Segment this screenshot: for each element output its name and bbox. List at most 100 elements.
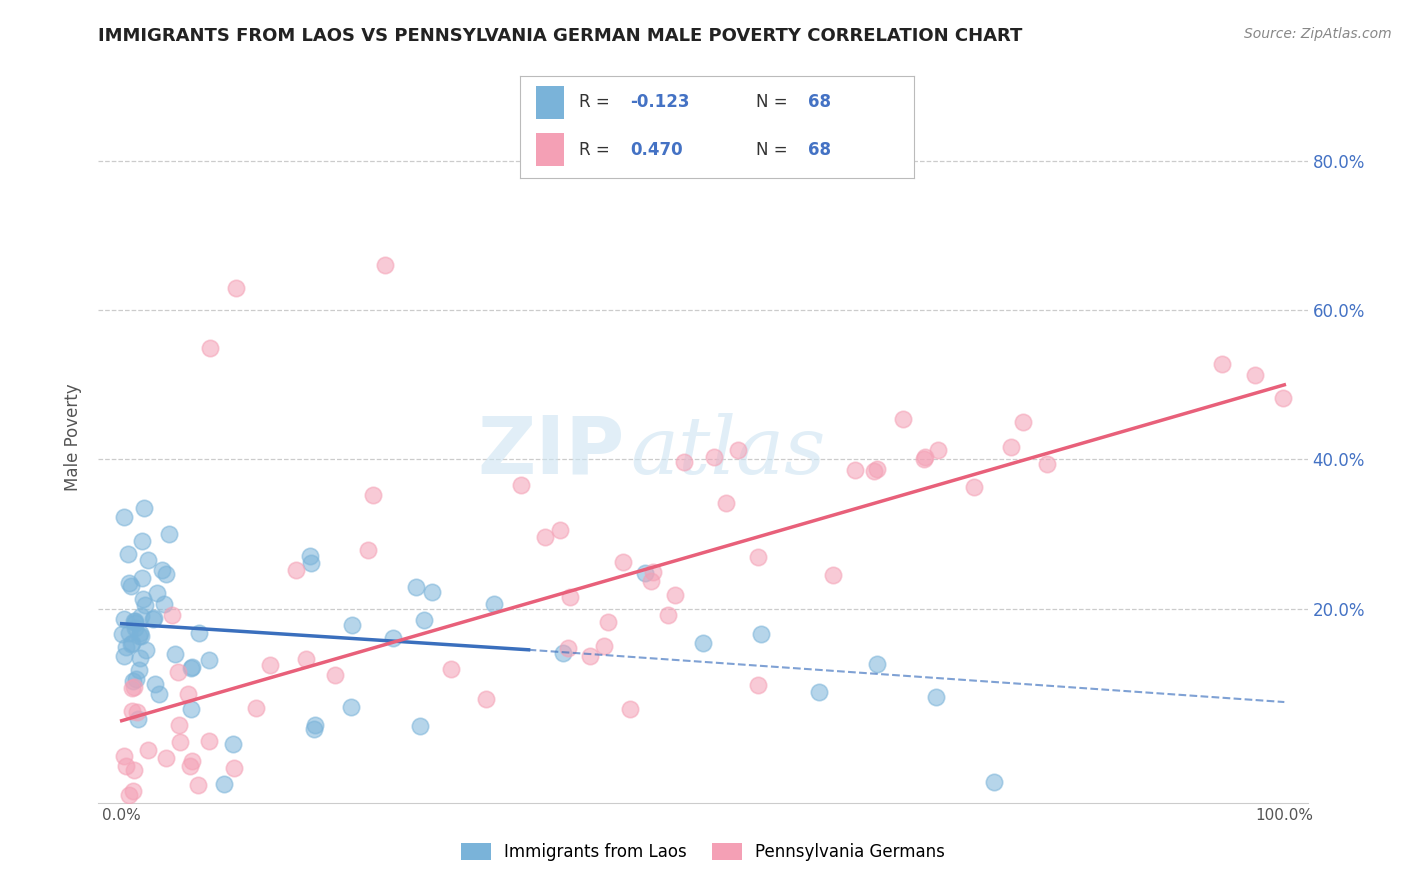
Point [747,549,769,564]
Point [295,652,318,666]
Point [640,574,662,588]
Point [356,542,378,557]
Point [1211,357,1233,371]
Point [692,635,714,649]
Point [128,664,150,678]
Point [124,672,146,686]
Point [187,778,209,792]
Point [643,565,665,579]
FancyBboxPatch shape [536,133,564,166]
Point [304,718,326,732]
Text: 68: 68 [807,141,831,159]
Point [136,743,159,757]
Point [866,657,889,671]
Point [121,681,143,695]
Point [118,575,141,590]
Point [381,632,404,646]
Point [128,625,150,640]
Point [891,412,914,426]
Text: atlas: atlas [630,413,825,491]
Point [474,692,496,706]
Point [749,627,772,641]
Point [148,687,170,701]
Point [180,702,202,716]
Point [157,527,180,541]
Point [619,701,641,715]
Point [121,673,143,688]
Text: R =: R = [579,141,616,159]
Point [131,571,153,585]
Point [111,627,134,641]
Point [548,523,571,537]
Point [924,690,946,705]
Point [225,281,247,295]
Point [482,597,505,611]
Point [180,660,202,674]
Point [1036,457,1059,471]
Point [509,478,531,492]
Point [198,653,221,667]
Point [153,597,176,611]
Point [120,637,142,651]
Point [866,462,889,476]
Point [124,614,146,628]
Text: IMMIGRANTS FROM LAOS VS PENNSYLVANIA GERMAN MALE POVERTY CORRELATION CHART: IMMIGRANTS FROM LAOS VS PENNSYLVANIA GER… [98,27,1022,45]
Point [634,566,657,580]
Point [285,563,308,577]
Point [963,479,986,493]
Point [114,759,136,773]
Point [299,556,322,570]
Point [440,662,463,676]
Point [120,579,142,593]
Text: ZIP: ZIP [477,413,624,491]
Point [124,621,146,635]
Point [124,614,146,628]
Point [808,685,831,699]
Point [176,687,198,701]
Point [143,676,166,690]
Text: N =: N = [756,141,793,159]
Text: 68: 68 [807,94,831,112]
Point [134,598,156,612]
Point [124,680,146,694]
Text: R =: R = [579,94,616,112]
Point [714,496,737,510]
Point [596,615,619,630]
Point [912,451,935,466]
Point [180,754,202,768]
Point [224,761,246,775]
Point [114,640,136,655]
Point [169,735,191,749]
Point [138,553,160,567]
Point [844,463,866,477]
Point [413,613,436,627]
Point [673,455,696,469]
Point [163,647,186,661]
Point [112,748,135,763]
Point [134,501,156,516]
Point [664,588,686,602]
Point [124,763,146,777]
Point [117,789,139,803]
Point [142,612,165,626]
Point [361,488,384,502]
Point [558,590,581,604]
FancyBboxPatch shape [536,87,564,119]
Point [553,646,575,660]
Point [118,625,141,640]
Point [124,616,146,631]
Point [221,737,243,751]
Point [180,661,202,675]
Point [703,450,725,465]
Point [121,704,143,718]
Point [657,607,679,622]
Point [914,450,936,464]
Point [117,547,139,561]
Point [129,650,152,665]
Point [821,568,844,582]
Point [578,648,600,663]
Point [132,592,155,607]
Point [245,701,267,715]
Point [409,719,432,733]
Point [179,758,201,772]
